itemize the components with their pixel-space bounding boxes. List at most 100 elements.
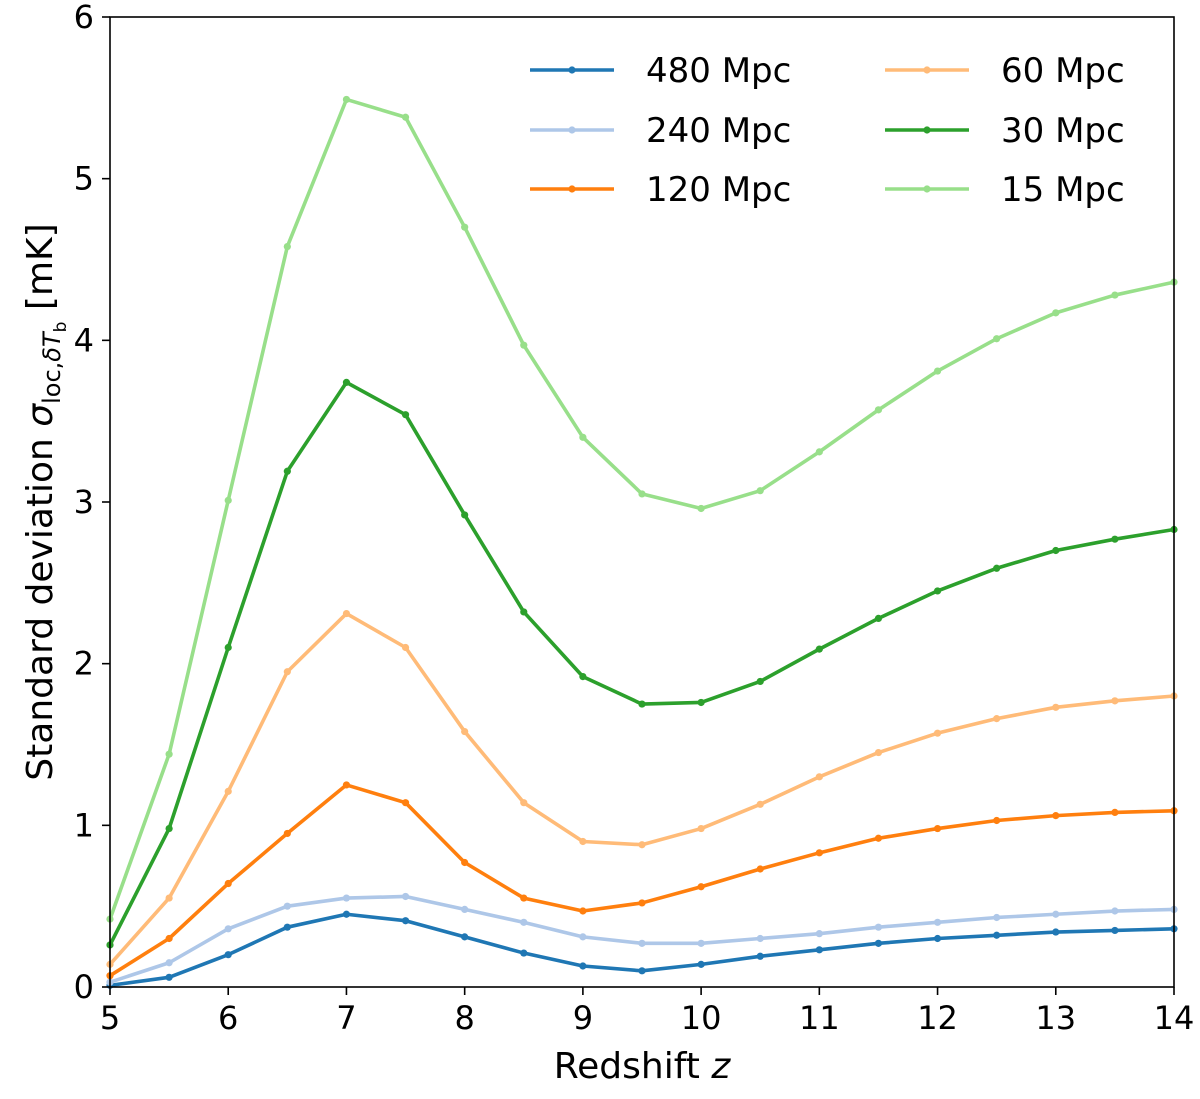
- data-point: [815, 645, 823, 653]
- series-line: [108, 912, 1176, 988]
- y-tick-label: 4: [74, 321, 94, 359]
- y-axis-label-sub-T: T: [38, 330, 66, 347]
- y-axis-label-suffix: [mK]: [20, 223, 61, 321]
- data-point: [993, 715, 1001, 723]
- x-axis-label-var: z: [710, 1046, 731, 1087]
- x-tick-label: 13: [1035, 999, 1076, 1037]
- data-point: [1111, 808, 1119, 817]
- data-point: [342, 894, 351, 902]
- legend-label: 60 Mpc: [1001, 51, 1125, 91]
- data-point: [756, 800, 764, 808]
- data-point: [165, 824, 173, 833]
- y-tick-label: 0: [74, 968, 94, 1006]
- data-point: [1111, 291, 1119, 299]
- data-point: [461, 933, 469, 941]
- data-point: [401, 917, 410, 925]
- data-point: [874, 939, 883, 947]
- data-point: [520, 341, 528, 349]
- series-30-mpc: [106, 378, 1178, 949]
- data-point: [342, 609, 351, 618]
- data-point: [520, 918, 528, 926]
- x-tick-label: 11: [799, 999, 840, 1037]
- data-point: [638, 700, 646, 708]
- data-point: [342, 910, 351, 918]
- data-point: [461, 223, 469, 231]
- y-axis-label-prefix: Standard deviation: [20, 427, 61, 781]
- y-tick-label: 6: [74, 0, 94, 36]
- data-point: [815, 930, 823, 938]
- legend-marker: [568, 185, 576, 193]
- data-point: [933, 934, 942, 943]
- legend-label: 30 Mpc: [1001, 111, 1125, 151]
- x-tick-label: 6: [218, 999, 238, 1037]
- data-point: [1052, 703, 1060, 711]
- x-axis: 5 6 7 8 9 10 11 12 13 14: [100, 987, 1195, 1037]
- series-240-mpc: [106, 892, 1178, 986]
- data-point: [993, 931, 1001, 939]
- data-point: [933, 824, 942, 833]
- legend-marker: [568, 66, 576, 74]
- y-tick-label: 3: [74, 483, 94, 521]
- data-point: [401, 892, 410, 901]
- data-point: [874, 923, 883, 931]
- data-point: [461, 727, 469, 736]
- data-point: [165, 750, 173, 758]
- y-axis-label-sub-loc: loc,: [38, 362, 66, 404]
- x-axis-label: Redshift z: [554, 1046, 732, 1087]
- data-point: [933, 729, 942, 737]
- data-point: [933, 367, 942, 375]
- data-point: [579, 673, 587, 681]
- data-point: [638, 939, 646, 947]
- data-point: [342, 95, 351, 104]
- y-axis-label-sigma: σ: [20, 403, 61, 427]
- data-point: [756, 865, 764, 873]
- legend-entry: 120 Mpc: [530, 170, 791, 210]
- series-15-mpc: [106, 95, 1178, 923]
- legend-entry: 240 Mpc: [530, 111, 791, 151]
- data-point: [520, 799, 528, 807]
- data-point: [697, 824, 705, 833]
- data-point: [401, 113, 410, 121]
- data-point: [224, 879, 232, 888]
- y-tick-label: 5: [74, 160, 94, 198]
- data-point: [638, 490, 646, 498]
- data-point: [461, 511, 469, 519]
- data-point: [520, 894, 528, 902]
- data-point: [165, 894, 173, 902]
- y-tick-label: 2: [74, 645, 94, 683]
- data-point: [993, 816, 1001, 825]
- data-point: [224, 787, 232, 795]
- data-point: [342, 781, 351, 789]
- data-point: [283, 902, 291, 910]
- series-60-mpc: [106, 609, 1178, 968]
- data-point: [638, 967, 646, 975]
- y-axis-label-sub-b: b: [51, 322, 71, 333]
- legend-entry: 60 Mpc: [885, 51, 1125, 91]
- data-point: [342, 378, 351, 386]
- data-point: [165, 934, 173, 943]
- data-point: [815, 448, 823, 456]
- data-point: [874, 748, 883, 757]
- data-point: [579, 933, 587, 941]
- legend-label: 240 Mpc: [646, 111, 791, 151]
- data-point: [756, 487, 764, 495]
- data-point: [1052, 546, 1060, 555]
- data-point: [579, 837, 587, 846]
- data-point: [993, 564, 1001, 572]
- data-point: [756, 934, 764, 943]
- data-point: [1111, 907, 1119, 915]
- data-point: [697, 939, 705, 947]
- data-point: [697, 698, 705, 707]
- legend-entry: 480 Mpc: [530, 51, 791, 91]
- x-axis-label-prefix: Redshift: [554, 1046, 712, 1087]
- data-point: [1111, 697, 1119, 705]
- data-point: [224, 643, 232, 652]
- x-tick-label: 5: [100, 999, 120, 1037]
- x-tick-label: 14: [1154, 999, 1195, 1037]
- series-layer: [106, 95, 1178, 989]
- data-point: [756, 952, 764, 960]
- legend: 480 Mpc 240 Mpc 120 Mpc 60 Mpc 30 Mpc 15 Mpc: [530, 51, 1125, 210]
- data-point: [224, 925, 232, 933]
- y-axis: 0 1 2 3 4 5 6: [74, 0, 110, 1006]
